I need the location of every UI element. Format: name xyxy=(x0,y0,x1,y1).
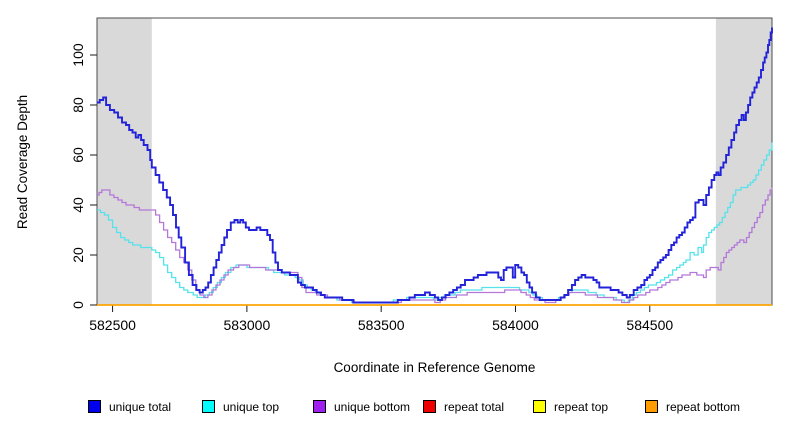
y-tick-label: 40 xyxy=(70,197,86,213)
y-tick-label: 60 xyxy=(70,147,86,163)
legend-label-unique-bottom: unique bottom xyxy=(334,399,411,414)
legend-label-unique-top: unique top xyxy=(223,399,280,414)
legend-swatch-unique-bottom xyxy=(313,400,326,413)
y-tick-label: 80 xyxy=(70,97,86,113)
legend-item-repeat-bottom: repeat bottom xyxy=(645,399,740,414)
legend-item-repeat-top: repeat top xyxy=(533,399,608,414)
legend-swatch-unique-top xyxy=(202,400,215,413)
legend: unique total unique top unique bottom repea… xyxy=(0,399,792,417)
series-line-unique-total xyxy=(97,27,773,304)
legend-swatch-repeat-bottom xyxy=(645,400,658,413)
legend-swatch-repeat-total xyxy=(423,400,436,413)
plot-border xyxy=(96,17,773,306)
shaded-repeat-region xyxy=(97,18,152,305)
x-tick-label: 584000 xyxy=(492,317,539,333)
y-tick-label: 100 xyxy=(70,43,86,67)
x-tick-label: 584500 xyxy=(626,317,673,333)
x-tick-label: 582500 xyxy=(89,317,136,333)
legend-swatch-unique-total xyxy=(88,400,101,413)
series-line-unique-top xyxy=(97,142,773,304)
y-tick-label: 20 xyxy=(70,247,86,263)
y-axis-title: Read Coverage Depth xyxy=(15,94,30,230)
legend-label-repeat-bottom: repeat bottom xyxy=(666,399,741,414)
x-axis-title: Coordinate in Reference Genome xyxy=(333,360,536,375)
legend-item-unique-total: unique total xyxy=(88,399,171,414)
legend-item-unique-bottom: unique bottom xyxy=(313,399,410,414)
x-tick-label: 583500 xyxy=(358,317,405,333)
legend-label-unique-total: unique total xyxy=(109,399,172,414)
legend-label-repeat-total: repeat total xyxy=(444,399,505,414)
x-tick-label: 583000 xyxy=(224,317,271,333)
legend-item-unique-top: unique top xyxy=(202,399,279,414)
legend-label-repeat-top: repeat top xyxy=(554,399,609,414)
y-tick-label: 0 xyxy=(70,301,86,309)
legend-swatch-repeat-top xyxy=(533,400,546,413)
legend-item-repeat-total: repeat total xyxy=(423,399,504,414)
series-line-unique-bottom xyxy=(97,187,773,304)
